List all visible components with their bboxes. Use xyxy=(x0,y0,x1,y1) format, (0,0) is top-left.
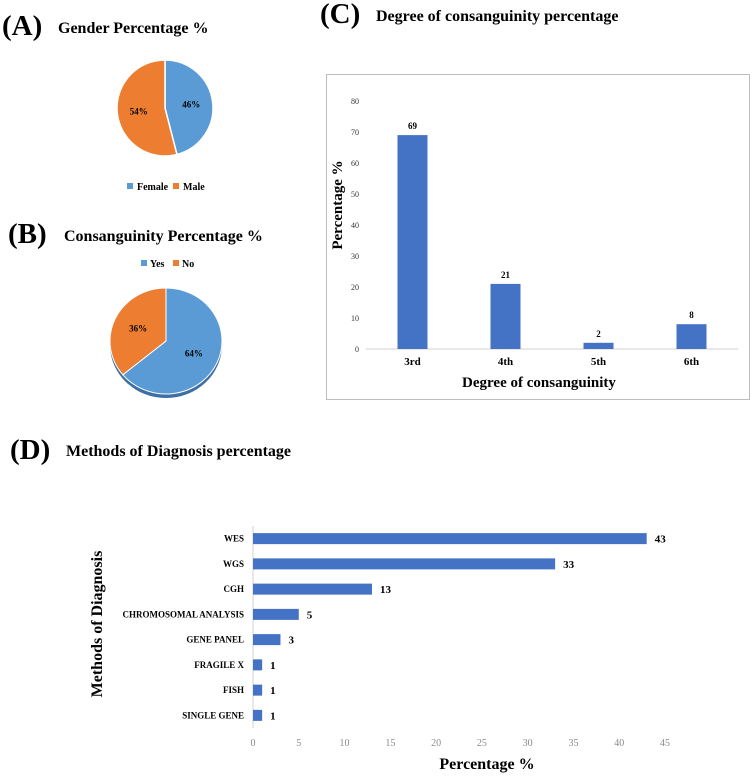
panel-c-title: Degree of consanguinity percentage xyxy=(376,8,619,25)
y-tick-label: 50 xyxy=(351,190,359,199)
x-tick-label: 10 xyxy=(340,738,350,749)
pie-label-yes: 64% xyxy=(185,348,203,358)
y-axis-title: Methods of Diagnosis xyxy=(89,551,106,698)
x-tick-label: 35 xyxy=(568,738,578,749)
y-tick-label: 30 xyxy=(351,252,359,261)
x-category-label: 4th xyxy=(498,356,513,368)
y-axis-categories: WES WGS CGH CHROMOSOMAL ANALYSIS GENE PANEL F… xyxy=(123,534,245,721)
chart-a-gender-pie: 46% 54% Female Male xyxy=(116,59,214,193)
bar-cgh xyxy=(253,583,373,595)
bar-4th xyxy=(490,283,521,349)
panel-a-letter: (A) xyxy=(2,10,43,42)
x-tick-label: 25 xyxy=(477,738,487,749)
bar-data-label: 3 xyxy=(288,635,294,647)
bar-data-label: 33 xyxy=(563,559,575,571)
bar-data-label: 1 xyxy=(270,660,276,672)
chart-b-consanguinity-pie: Yes No 64% 36% xyxy=(109,259,223,398)
legend-swatch-no xyxy=(173,260,179,266)
pie-label-male: 54% xyxy=(130,106,148,116)
x-tick-label: 20 xyxy=(431,738,441,749)
bar-fish xyxy=(253,684,263,696)
bar-data-label: 1 xyxy=(270,685,276,697)
chart-c-degree-bars: 0 10 20 30 40 50 60 70 80 69 21 2 8 3rd 4th 5th 6th De… xyxy=(330,97,738,391)
pie-3d xyxy=(109,287,223,398)
bar-data-label: 21 xyxy=(501,270,511,280)
bar-5th xyxy=(583,342,614,349)
x-axis-title: Degree of consanguinity xyxy=(462,375,616,391)
y-tick-label: 40 xyxy=(351,221,359,230)
chart-c-frame xyxy=(326,74,750,400)
panel-c-letter: (C) xyxy=(320,0,361,30)
y-category-label: WGS xyxy=(223,559,244,569)
pie-slice-no xyxy=(109,287,167,376)
pie-label-female: 46% xyxy=(182,100,200,110)
bar-data-label: 1 xyxy=(270,710,276,722)
panel-a-title: Gender Percentage % xyxy=(58,20,209,37)
bar-3rd xyxy=(397,135,428,349)
y-category-label: FISH xyxy=(223,685,244,695)
legend-label-no: No xyxy=(182,259,194,270)
y-category-label: WES xyxy=(224,534,244,544)
panel-b-title: Consanguinity Percentage % xyxy=(64,228,263,245)
bar-data-label: 69 xyxy=(408,121,418,131)
bar-data-label: 8 xyxy=(689,310,694,320)
bar-data-label: 13 xyxy=(380,584,392,596)
legend-swatch-yes xyxy=(141,260,147,266)
legend-label-yes: Yes xyxy=(150,259,165,270)
x-axis-categories: 3rd 4th 5th 6th xyxy=(404,356,699,368)
x-tick-label: 45 xyxy=(660,738,670,749)
y-category-label: CGH xyxy=(223,584,244,594)
y-axis-title: Percentage % xyxy=(330,160,346,249)
panel-d-letter: (D) xyxy=(10,434,51,466)
x-tick-label: 15 xyxy=(385,738,395,749)
y-category-label: GENE PANEL xyxy=(186,635,244,645)
y-tick-label: 60 xyxy=(351,159,359,168)
x-tick-label: 40 xyxy=(614,738,624,749)
bars: 43 33 13 5 3 1 1 1 xyxy=(253,533,666,722)
x-category-label: 3rd xyxy=(404,356,421,368)
x-category-label: 6th xyxy=(684,356,699,368)
x-tick-label: 5 xyxy=(296,738,301,749)
pie-slice-male xyxy=(116,59,178,157)
bar-data-label: 2 xyxy=(596,329,601,339)
y-tick-label: 20 xyxy=(351,283,359,292)
bar-gene-panel xyxy=(253,634,281,646)
y-axis-ticks: 0 10 20 30 40 50 60 70 80 xyxy=(351,97,359,354)
bar-wes xyxy=(253,533,647,545)
bar-data-label: 5 xyxy=(307,609,313,621)
bar-single-gene xyxy=(253,709,263,721)
panel-d-title: Methods of Diagnosis percentage xyxy=(66,443,292,460)
y-tick-label: 70 xyxy=(351,128,359,137)
bar-wgs xyxy=(253,558,556,570)
pie-slice-yes xyxy=(122,287,223,395)
y-tick-label: 0 xyxy=(355,345,359,354)
panel-b-letter: (B) xyxy=(8,218,47,250)
legend-label-female: Female xyxy=(137,182,169,193)
x-axis-ticks: 0 5 10 15 20 25 30 35 40 45 xyxy=(251,738,671,749)
y-tick-label: 80 xyxy=(351,97,359,106)
bar-fragile-x xyxy=(253,659,263,671)
bar-chromosomal-analysis xyxy=(253,608,299,620)
x-category-label: 5th xyxy=(591,356,606,368)
y-category-label: SINGLE GENE xyxy=(182,710,244,720)
x-axis-title: Percentage % xyxy=(439,756,534,773)
pie-label-no: 36% xyxy=(129,324,147,334)
x-tick-label: 0 xyxy=(251,738,256,749)
x-tick-label: 30 xyxy=(523,738,533,749)
pie-slice-female xyxy=(164,59,214,156)
y-category-label: CHROMOSOMAL ANALYSIS xyxy=(123,609,244,619)
bars: 69 21 2 8 xyxy=(397,121,707,349)
bar-6th xyxy=(676,324,707,349)
chart-d-methods-bars: 43 33 13 5 3 1 1 1 WES WGS CGH CHROMOSOMAL ANALYSI… xyxy=(89,526,670,773)
legend-swatch-male xyxy=(173,183,179,189)
bar-data-label: 43 xyxy=(655,534,667,546)
y-tick-label: 10 xyxy=(351,314,359,323)
y-category-label: FRAGILE X xyxy=(194,660,244,670)
legend-label-male: Male xyxy=(183,182,205,193)
legend-swatch-female xyxy=(127,183,133,189)
